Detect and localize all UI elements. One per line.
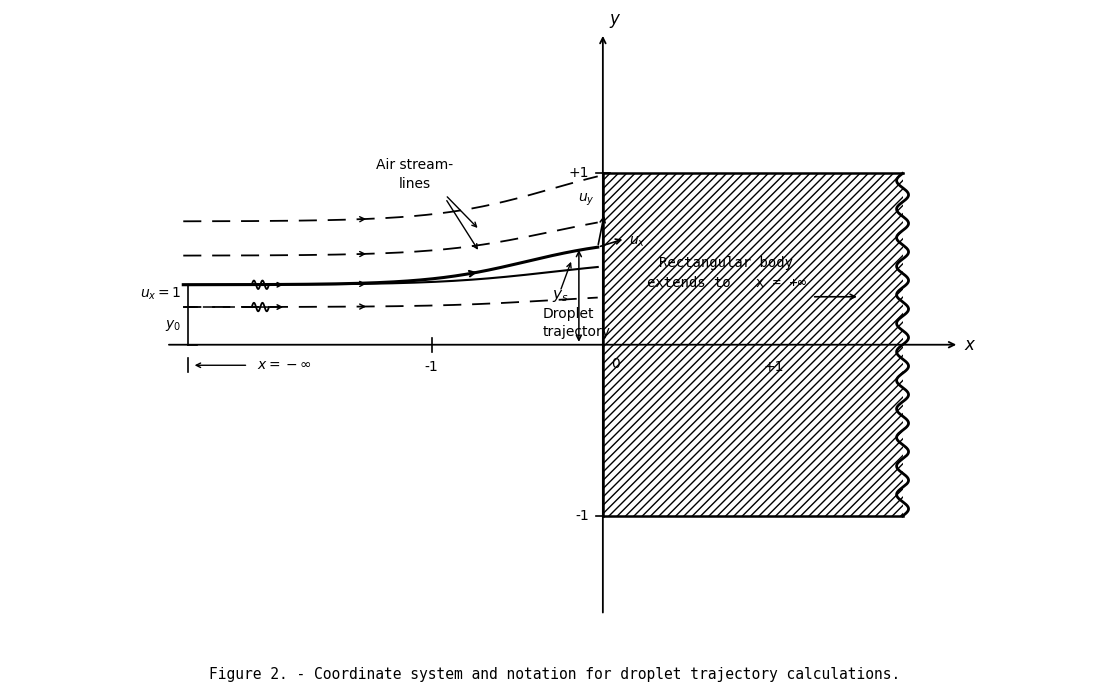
Text: +1: +1 <box>569 167 589 181</box>
Text: $u_x = 1$: $u_x = 1$ <box>140 286 182 302</box>
Text: $y_s$: $y_s$ <box>552 288 569 304</box>
Text: Droplet
trajectory: Droplet trajectory <box>543 307 611 339</box>
Text: $y_0$: $y_0$ <box>165 319 182 333</box>
Text: y: y <box>610 10 620 28</box>
Text: $u_y$: $u_y$ <box>578 192 594 208</box>
Text: 0: 0 <box>611 357 620 371</box>
Text: -1: -1 <box>576 509 589 523</box>
Text: -1: -1 <box>425 360 438 374</box>
Text: Rectangular body
extends to   x = +∞: Rectangular body extends to x = +∞ <box>647 256 806 289</box>
Text: Air stream-
lines: Air stream- lines <box>376 158 454 190</box>
Bar <box>603 174 903 516</box>
Text: Figure 2. - Coordinate system and notation for droplet trajectory calculations.: Figure 2. - Coordinate system and notati… <box>208 666 901 682</box>
Text: $x = -\infty$: $x = -\infty$ <box>257 358 312 372</box>
Text: +1: +1 <box>764 360 784 374</box>
Text: x: x <box>964 336 974 353</box>
Text: $u_x$: $u_x$ <box>629 235 645 250</box>
